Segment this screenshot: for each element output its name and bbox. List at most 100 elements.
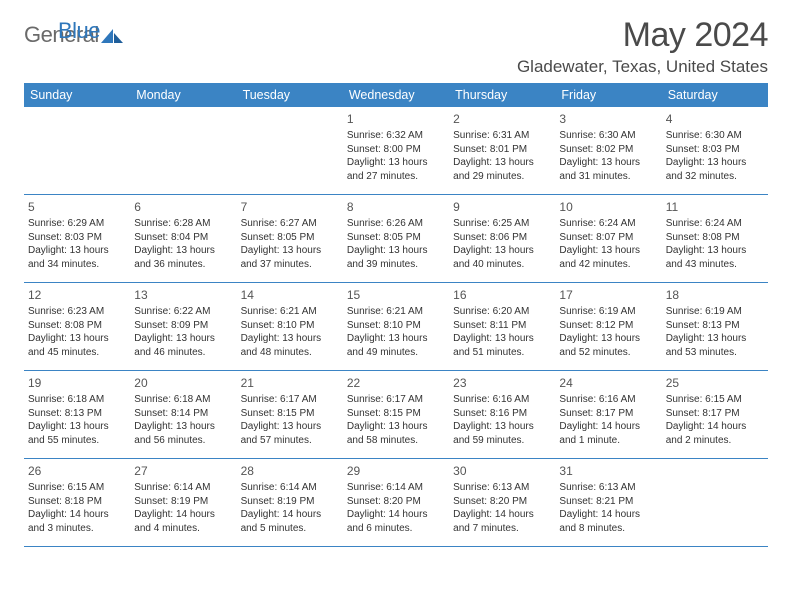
calendar-cell: 13 Sunrise: 6:22 AMSunset: 8:09 PMDayligh… [130, 283, 236, 370]
sunset-text: Sunset: 8:19 PM [134, 495, 232, 509]
sunset-text: Sunset: 8:10 PM [241, 319, 339, 333]
sunset-text: Sunset: 8:18 PM [28, 495, 126, 509]
sunrise-text: Sunrise: 6:14 AM [134, 481, 232, 495]
daylight-text: and 7 minutes. [453, 522, 551, 536]
calendar-cell: 21Sunrise: 6:17 AMSunset: 8:15 PMDayligh… [237, 371, 343, 458]
day-number: 8 [347, 199, 445, 215]
day-number: 24 [559, 375, 657, 391]
day-header-cell: Wednesday [343, 83, 449, 107]
day-number: 18 [666, 287, 764, 303]
daylight-text: and 56 minutes. [134, 434, 232, 448]
day-number: 4 [666, 111, 764, 127]
sail-icon [99, 27, 125, 45]
sunset-text: Sunset: 8:14 PM [134, 407, 232, 421]
calendar-cell: 28 Sunrise: 6:14 AMSunset: 8:19 PMDayligh… [237, 459, 343, 546]
daylight-text: and 37 minutes. [241, 258, 339, 272]
daylight-text: Daylight: 13 hours [241, 332, 339, 346]
calendar-cell: 6Sunrise: 6:28 AMSunset: 8:04 PMDaylight… [130, 195, 236, 282]
calendar-cell: 25Sunrise: 6:15 AMSunset: 8:17 PMDayligh… [662, 371, 768, 458]
daylight-text: Daylight: 13 hours [453, 156, 551, 170]
calendar-cell-empty [237, 107, 343, 194]
daylight-text: Daylight: 13 hours [347, 420, 445, 434]
daylight-text: and 32 minutes. [666, 170, 764, 184]
daylight-text: Daylight: 13 hours [134, 332, 232, 346]
calendar-cell: 15Sunrise: 6:21 AMSunset: 8:10 PMDayligh… [343, 283, 449, 370]
sunset-text: Sunset: 8:04 PM [134, 231, 232, 245]
sunrise-text: Sunrise: 6:26 AM [347, 217, 445, 231]
daylight-text: and 8 minutes. [559, 522, 657, 536]
daylight-text: Daylight: 14 hours [241, 508, 339, 522]
daylight-text: and 59 minutes. [453, 434, 551, 448]
daylight-text: and 5 minutes. [241, 522, 339, 536]
sunset-text: Sunset: 8:00 PM [347, 143, 445, 157]
daylight-text: Daylight: 13 hours [559, 244, 657, 258]
daylight-text: and 34 minutes. [28, 258, 126, 272]
calendar-cell: 17Sunrise: 6:19 AMSunset: 8:12 PMDayligh… [555, 283, 661, 370]
sunset-text: Sunset: 8:17 PM [559, 407, 657, 421]
day-number: 10 [559, 199, 657, 215]
sunrise-text: Sunrise: 6:22 AM [134, 305, 232, 319]
calendar-cell: 7Sunrise: 6:27 AMSunset: 8:05 PMDaylight… [237, 195, 343, 282]
day-header-cell: Thursday [449, 83, 555, 107]
sunrise-text: Sunrise: 6:30 AM [559, 129, 657, 143]
calendar-cell: 8Sunrise: 6:26 AMSunset: 8:05 PMDaylight… [343, 195, 449, 282]
calendar-cell: 19Sunrise: 6:18 AMSunset: 8:13 PMDayligh… [24, 371, 130, 458]
sunrise-text: Sunrise: 6:21 AM [347, 305, 445, 319]
calendar-cell-empty [24, 107, 130, 194]
sunrise-text: Sunrise: 6:24 AM [559, 217, 657, 231]
sunrise-text: Sunrise: 6:16 AM [453, 393, 551, 407]
daylight-text: and 53 minutes. [666, 346, 764, 360]
sunrise-text: Sunrise: 6:29 AM [28, 217, 126, 231]
sunset-text: Sunset: 8:11 PM [453, 319, 551, 333]
sunrise-text: Sunrise: 6:14 AM [347, 481, 445, 495]
calendar-cell: 11Sunrise: 6:24 AMSunset: 8:08 PMDayligh… [662, 195, 768, 282]
day-number: 30 [453, 463, 551, 479]
header: General May 2024 Gladewater, Texas, Unit… [24, 16, 768, 77]
page: General May 2024 Gladewater, Texas, Unit… [0, 0, 792, 612]
day-number: 26 [28, 463, 126, 479]
sunrise-text: Sunrise: 6:27 AM [241, 217, 339, 231]
daylight-text: Daylight: 14 hours [134, 508, 232, 522]
sunrise-text: Sunrise: 6:17 AM [241, 393, 339, 407]
sunrise-text: Sunrise: 6:28 AM [134, 217, 232, 231]
sunset-text: Sunset: 8:19 PM [241, 495, 339, 509]
sunset-text: Sunset: 8:03 PM [666, 143, 764, 157]
sunset-text: Sunset: 8:15 PM [347, 407, 445, 421]
sunset-text: Sunset: 8:05 PM [347, 231, 445, 245]
daylight-text: and 46 minutes. [134, 346, 232, 360]
day-header-cell: Friday [555, 83, 661, 107]
day-number: 12 [28, 287, 126, 303]
day-number: 29 [347, 463, 445, 479]
sunrise-text: Sunrise: 6:17 AM [347, 393, 445, 407]
day-number: 5 [28, 199, 126, 215]
calendar-cell: 26Sunrise: 6:15 AMSunset: 8:18 PMDayligh… [24, 459, 130, 546]
daylight-text: Daylight: 14 hours [559, 508, 657, 522]
calendar-day-header: SundayMondayTuesdayWednesdayThursdayFrid… [24, 83, 768, 107]
daylight-text: and 57 minutes. [241, 434, 339, 448]
daylight-text: Daylight: 13 hours [559, 156, 657, 170]
sunrise-text: Sunrise: 6:15 AM [666, 393, 764, 407]
daylight-text: Daylight: 13 hours [241, 244, 339, 258]
sunrise-text: Sunrise: 6:18 AM [28, 393, 126, 407]
day-header-cell: Monday [130, 83, 236, 107]
daylight-text: Daylight: 13 hours [559, 332, 657, 346]
daylight-text: Daylight: 14 hours [347, 508, 445, 522]
day-number: 1 [347, 111, 445, 127]
daylight-text: and 52 minutes. [559, 346, 657, 360]
day-number: 21 [241, 375, 339, 391]
sunrise-text: Sunrise: 6:32 AM [347, 129, 445, 143]
day-header-cell: Tuesday [237, 83, 343, 107]
sunrise-text: Sunrise: 6:24 AM [666, 217, 764, 231]
title-block: May 2024 Gladewater, Texas, United State… [517, 16, 768, 77]
day-number: 9 [453, 199, 551, 215]
sunrise-text: Sunrise: 6:14 AM [241, 481, 339, 495]
day-number: 6 [134, 199, 232, 215]
sunset-text: Sunset: 8:03 PM [28, 231, 126, 245]
sunset-text: Sunset: 8:09 PM [134, 319, 232, 333]
sunset-text: Sunset: 8:21 PM [559, 495, 657, 509]
day-number: 28 [241, 463, 339, 479]
day-number: 13 [134, 287, 232, 303]
sunset-text: Sunset: 8:07 PM [559, 231, 657, 245]
sunrise-text: Sunrise: 6:13 AM [559, 481, 657, 495]
day-number: 27 [134, 463, 232, 479]
